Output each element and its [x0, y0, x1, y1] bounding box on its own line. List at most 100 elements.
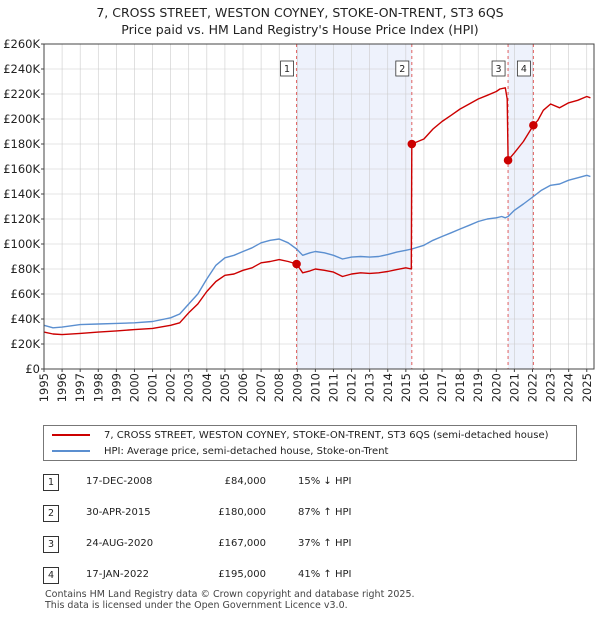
x-tick-label: 2013 [363, 373, 377, 402]
y-tick-label: £240K [3, 62, 40, 76]
x-tick-label: 1995 [37, 373, 51, 402]
x-tick-label: 1997 [73, 373, 87, 402]
row-hpi: 15% ↓ HPI [298, 476, 352, 487]
x-tick-label: 2022 [525, 373, 539, 402]
row-price: £167,000 [218, 538, 266, 549]
y-tick-label: £120K [3, 212, 40, 226]
x-tick-label: 2012 [345, 373, 359, 402]
legend-item-hpi: HPI: Average price, semi-detached house,… [52, 444, 388, 460]
row-number-badge: 2 [43, 505, 59, 522]
series-line-property [43, 87, 591, 336]
sale-label-text: 1 [284, 64, 290, 75]
row-hpi: 41% ↑ HPI [298, 569, 352, 580]
row-price: £180,000 [218, 507, 266, 518]
x-tick-label: 2009 [290, 373, 304, 402]
y-tick-label: £200K [3, 112, 40, 126]
row-hpi: 37% ↑ HPI [298, 538, 352, 549]
title-line-1: 7, CROSS STREET, WESTON COYNEY, STOKE-ON… [96, 5, 504, 20]
legend-swatch-red [52, 434, 90, 436]
x-tick-label: 2000 [127, 373, 141, 402]
y-tick-label: £100K [3, 237, 40, 251]
x-tick-label: 2005 [218, 373, 232, 402]
y-tick-label: £40K [11, 312, 41, 326]
table-row: 3 24-AUG-2020 £167,000 37% ↑ HPI [0, 534, 600, 556]
sale-label-box [395, 60, 410, 77]
footer-line-2: This data is licensed under the Open Gov… [45, 599, 348, 611]
x-tick-label: 2024 [562, 373, 576, 402]
price-chart: 1 2 3 4 £0 £20K £40K £60K £80K £100K £120K £140K £1… [3, 37, 595, 402]
axes: £0 £20K £40K £60K £80K £100K £120K £140K £160K £1… [3, 37, 595, 402]
y-tick-label: £0 [25, 362, 40, 376]
sale-marker [529, 120, 538, 130]
shaded-period [296, 44, 412, 369]
sale-labels: 1 2 3 4 [280, 60, 531, 77]
x-tick-label: 2007 [254, 373, 268, 402]
row-number-badge: 1 [43, 474, 59, 491]
row-price: £84,000 [224, 476, 266, 487]
sale-label-box [280, 60, 294, 77]
footer-line-1: Contains HM Land Registry data © Crown c… [45, 589, 415, 600]
plot-frame [43, 43, 595, 370]
x-tick-label: 2006 [236, 373, 250, 402]
chart-title: 7, CROSS STREET, WESTON COYNEY, STOKE-ON… [0, 4, 600, 38]
shaded-periods [296, 44, 534, 369]
y-tick-label: £180K [3, 137, 40, 151]
y-tick-label: £260K [3, 37, 40, 51]
y-tick-label: £60K [11, 287, 41, 301]
sale-marker [292, 259, 301, 269]
sale-lines [296, 44, 534, 369]
sale-markers [292, 120, 538, 269]
row-hpi: 87% ↑ HPI [298, 507, 352, 518]
sale-label-text: 3 [496, 64, 502, 75]
x-tick-label: 2016 [417, 373, 431, 402]
y-tick-label: £160K [3, 162, 40, 176]
legend-swatch-blue [52, 450, 90, 452]
x-tick-label: 2020 [489, 373, 503, 402]
sale-marker [503, 155, 513, 165]
x-tick-label: 2001 [146, 373, 160, 402]
series-line-hpi [43, 174, 591, 329]
legend-item-property: 7, CROSS STREET, WESTON COYNEY, STOKE-ON… [52, 428, 549, 444]
x-tick-label: 2014 [381, 373, 395, 402]
table-row: 1 17-DEC-2008 £84,000 15% ↓ HPI [0, 472, 600, 494]
x-tick-label: 2019 [471, 373, 485, 402]
x-tick-label: 2017 [435, 373, 449, 402]
sale-label-box [516, 60, 531, 77]
row-date: 30-APR-2015 [86, 507, 151, 518]
x-tick-label: 2003 [182, 373, 196, 402]
table-row: 2 30-APR-2015 £180,000 87% ↑ HPI [0, 503, 600, 525]
y-tick-label: £220K [3, 87, 40, 101]
title-line-2: Price paid vs. HM Land Registry's House … [121, 22, 479, 37]
row-number-badge: 3 [43, 536, 59, 553]
row-date: 17-DEC-2008 [86, 476, 153, 487]
x-tick-label: 2004 [200, 373, 214, 402]
x-tick-label: 1996 [55, 373, 69, 402]
x-tick-label: 2011 [326, 373, 340, 402]
footer: Contains HM Land Registry data © Crown c… [45, 589, 415, 611]
series [43, 87, 591, 336]
row-price: £195,000 [218, 569, 266, 580]
legend-label-hpi: HPI: Average price, semi-detached house,… [104, 446, 389, 457]
x-tick-label: 2008 [272, 373, 286, 402]
table-row: 4 17-JAN-2022 £195,000 41% ↑ HPI [0, 565, 600, 587]
row-date: 17-JAN-2022 [86, 569, 150, 580]
sale-marker [407, 139, 417, 149]
x-tick-label: 2010 [308, 373, 322, 402]
sale-label-text: 4 [521, 64, 527, 75]
x-tick-label: 2018 [453, 373, 467, 402]
y-tick-label: £140K [3, 187, 40, 201]
sale-label-box [491, 60, 506, 77]
legend-label-property: 7, CROSS STREET, WESTON COYNEY, STOKE-ON… [104, 430, 549, 441]
y-tick-label: £20K [11, 337, 41, 351]
x-tick-label: 2002 [164, 373, 178, 402]
x-tick-label: 2015 [399, 373, 413, 402]
y-tick-label: £80K [11, 262, 41, 276]
x-tick-label: 2025 [580, 373, 594, 402]
x-tick-label: 2023 [544, 373, 558, 402]
row-date: 24-AUG-2020 [86, 538, 154, 549]
row-number-badge: 4 [43, 567, 59, 584]
x-tick-label: 1999 [109, 373, 123, 402]
legend: 7, CROSS STREET, WESTON COYNEY, STOKE-ON… [43, 425, 577, 461]
x-tick-label: 2021 [507, 373, 521, 402]
sale-label-text: 2 [399, 64, 405, 75]
